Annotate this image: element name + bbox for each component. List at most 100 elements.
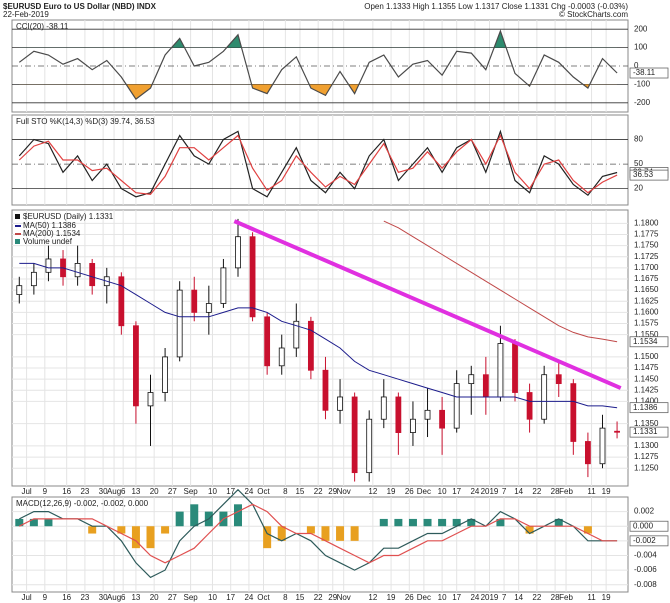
histogram-bar <box>306 526 315 534</box>
x-tick-label: Dec <box>417 593 431 602</box>
y-tick-label: 200 <box>634 24 648 33</box>
histogram-bar <box>263 526 272 549</box>
histogram-bar <box>379 518 388 527</box>
value-marker-label: 1.1534 <box>633 337 658 346</box>
chart-title: $EURUSD Euro to US Dollar (NBD) INDX <box>3 2 157 11</box>
y-tick-label: 0.002 <box>634 507 655 516</box>
histogram-bar <box>350 526 359 541</box>
histogram-bar <box>554 518 563 527</box>
x-tick-label: 24 <box>244 487 253 496</box>
candle-body <box>482 374 489 398</box>
x-tick-label: 29 <box>328 487 337 496</box>
histogram-bar <box>277 526 286 541</box>
x-tick-label: 12 <box>368 593 377 602</box>
x-tick-label: Sep <box>183 487 198 496</box>
histogram-bar <box>190 504 199 527</box>
x-tick-label: 17 <box>226 487 235 496</box>
candle-body <box>264 316 271 367</box>
y-tick-label: 1.1425 <box>634 385 659 394</box>
candle-body <box>220 267 227 304</box>
histogram-bar <box>131 526 140 549</box>
y-tick-label: 80 <box>634 135 643 144</box>
x-tick-label: 22 <box>532 593 541 602</box>
quote: Open 1.1333 High 1.1355 Low 1.1317 Close… <box>364 2 628 11</box>
y-tick-label: 1.1600 <box>634 307 659 316</box>
x-tick-label: 6 <box>121 593 126 602</box>
candle-body <box>191 289 198 313</box>
x-tick-label: 24 <box>244 593 253 602</box>
y-tick-label: -200 <box>634 98 651 107</box>
x-tick-label: Nov <box>337 593 351 602</box>
y-tick-label: 1.1575 <box>634 319 659 328</box>
histogram-bar <box>233 504 242 527</box>
candle-body <box>74 263 81 278</box>
histogram-bar <box>496 518 505 527</box>
histogram-bar <box>146 526 155 549</box>
y-tick-label: 1.1550 <box>634 330 659 339</box>
legend-label: MA(50) 1.1386 <box>23 221 76 230</box>
indicator-line <box>18 134 618 196</box>
x-tick-label: 10 <box>208 487 217 496</box>
y-tick-label: 1.1800 <box>634 218 659 227</box>
x-tick-label: Nov <box>337 487 351 496</box>
candle-body <box>118 276 125 327</box>
candle-body <box>278 347 285 367</box>
macd-line <box>19 503 618 564</box>
panel <box>11 496 629 593</box>
y-tick-label: 100 <box>634 43 648 52</box>
y-tick-label: 1.1350 <box>634 419 659 428</box>
histogram-bar <box>583 526 592 534</box>
legend-label: Volume undef <box>23 237 73 246</box>
x-tick-label: 16 <box>62 487 71 496</box>
x-tick-label: 9 <box>43 593 48 602</box>
y-tick-label: 1.1275 <box>634 452 659 461</box>
x-tick-label: 28 <box>551 593 560 602</box>
y-tick-label: 1.1775 <box>634 230 659 239</box>
candle-body <box>585 441 591 465</box>
value-marker <box>629 67 669 79</box>
x-tick-label: 7 <box>502 487 507 496</box>
value-marker <box>629 169 669 181</box>
histogram-bar <box>525 526 534 534</box>
x-tick-label: 8 <box>283 487 288 496</box>
legend-label: $EURUSD (Daily) 1.1331 <box>23 212 114 221</box>
x-tick-label: 28 <box>551 487 560 496</box>
candle-body <box>249 236 256 318</box>
x-tick-label: 23 <box>80 593 89 602</box>
x-tick-label: 12 <box>368 487 377 496</box>
x-tick-label: 17 <box>452 487 461 496</box>
x-tick-label: 24 <box>470 593 479 602</box>
candle-body <box>570 383 577 442</box>
candle-body <box>424 409 431 420</box>
value-marker-label: 36.53 <box>633 170 654 179</box>
y-tick-label: 1.1500 <box>634 352 659 361</box>
panel <box>11 209 629 487</box>
legend-swatch <box>15 239 20 244</box>
value-marker <box>629 336 669 348</box>
x-tick-label: 22 <box>314 487 323 496</box>
x-tick-label: Aug <box>107 593 121 602</box>
value-marker <box>629 426 669 438</box>
x-tick-label: 14 <box>514 593 523 602</box>
y-tick-label: 1.1475 <box>634 363 659 372</box>
candle-body <box>497 343 504 398</box>
candle-body <box>133 325 139 407</box>
candle-body <box>45 258 52 273</box>
histogram-bar <box>438 518 447 527</box>
x-tick-label: 30 <box>99 487 108 496</box>
histogram-bar <box>467 518 476 527</box>
x-tick-label: 14 <box>514 487 523 496</box>
y-tick-label: 1.1450 <box>634 374 659 383</box>
x-tick-label: 23 <box>80 487 89 496</box>
x-tick-label: 26 <box>405 593 414 602</box>
candle-body <box>322 369 329 411</box>
panel <box>11 114 629 206</box>
candle-body <box>468 374 475 385</box>
x-tick-label: 27 <box>168 487 177 496</box>
x-tick-label: 11 <box>587 487 596 496</box>
credit: © StockCharts.com <box>559 10 628 19</box>
y-tick-label: 1.1700 <box>634 263 659 272</box>
x-tick-label: 17 <box>452 593 461 602</box>
histogram-bar <box>44 518 53 527</box>
x-tick-label: 7 <box>502 593 507 602</box>
